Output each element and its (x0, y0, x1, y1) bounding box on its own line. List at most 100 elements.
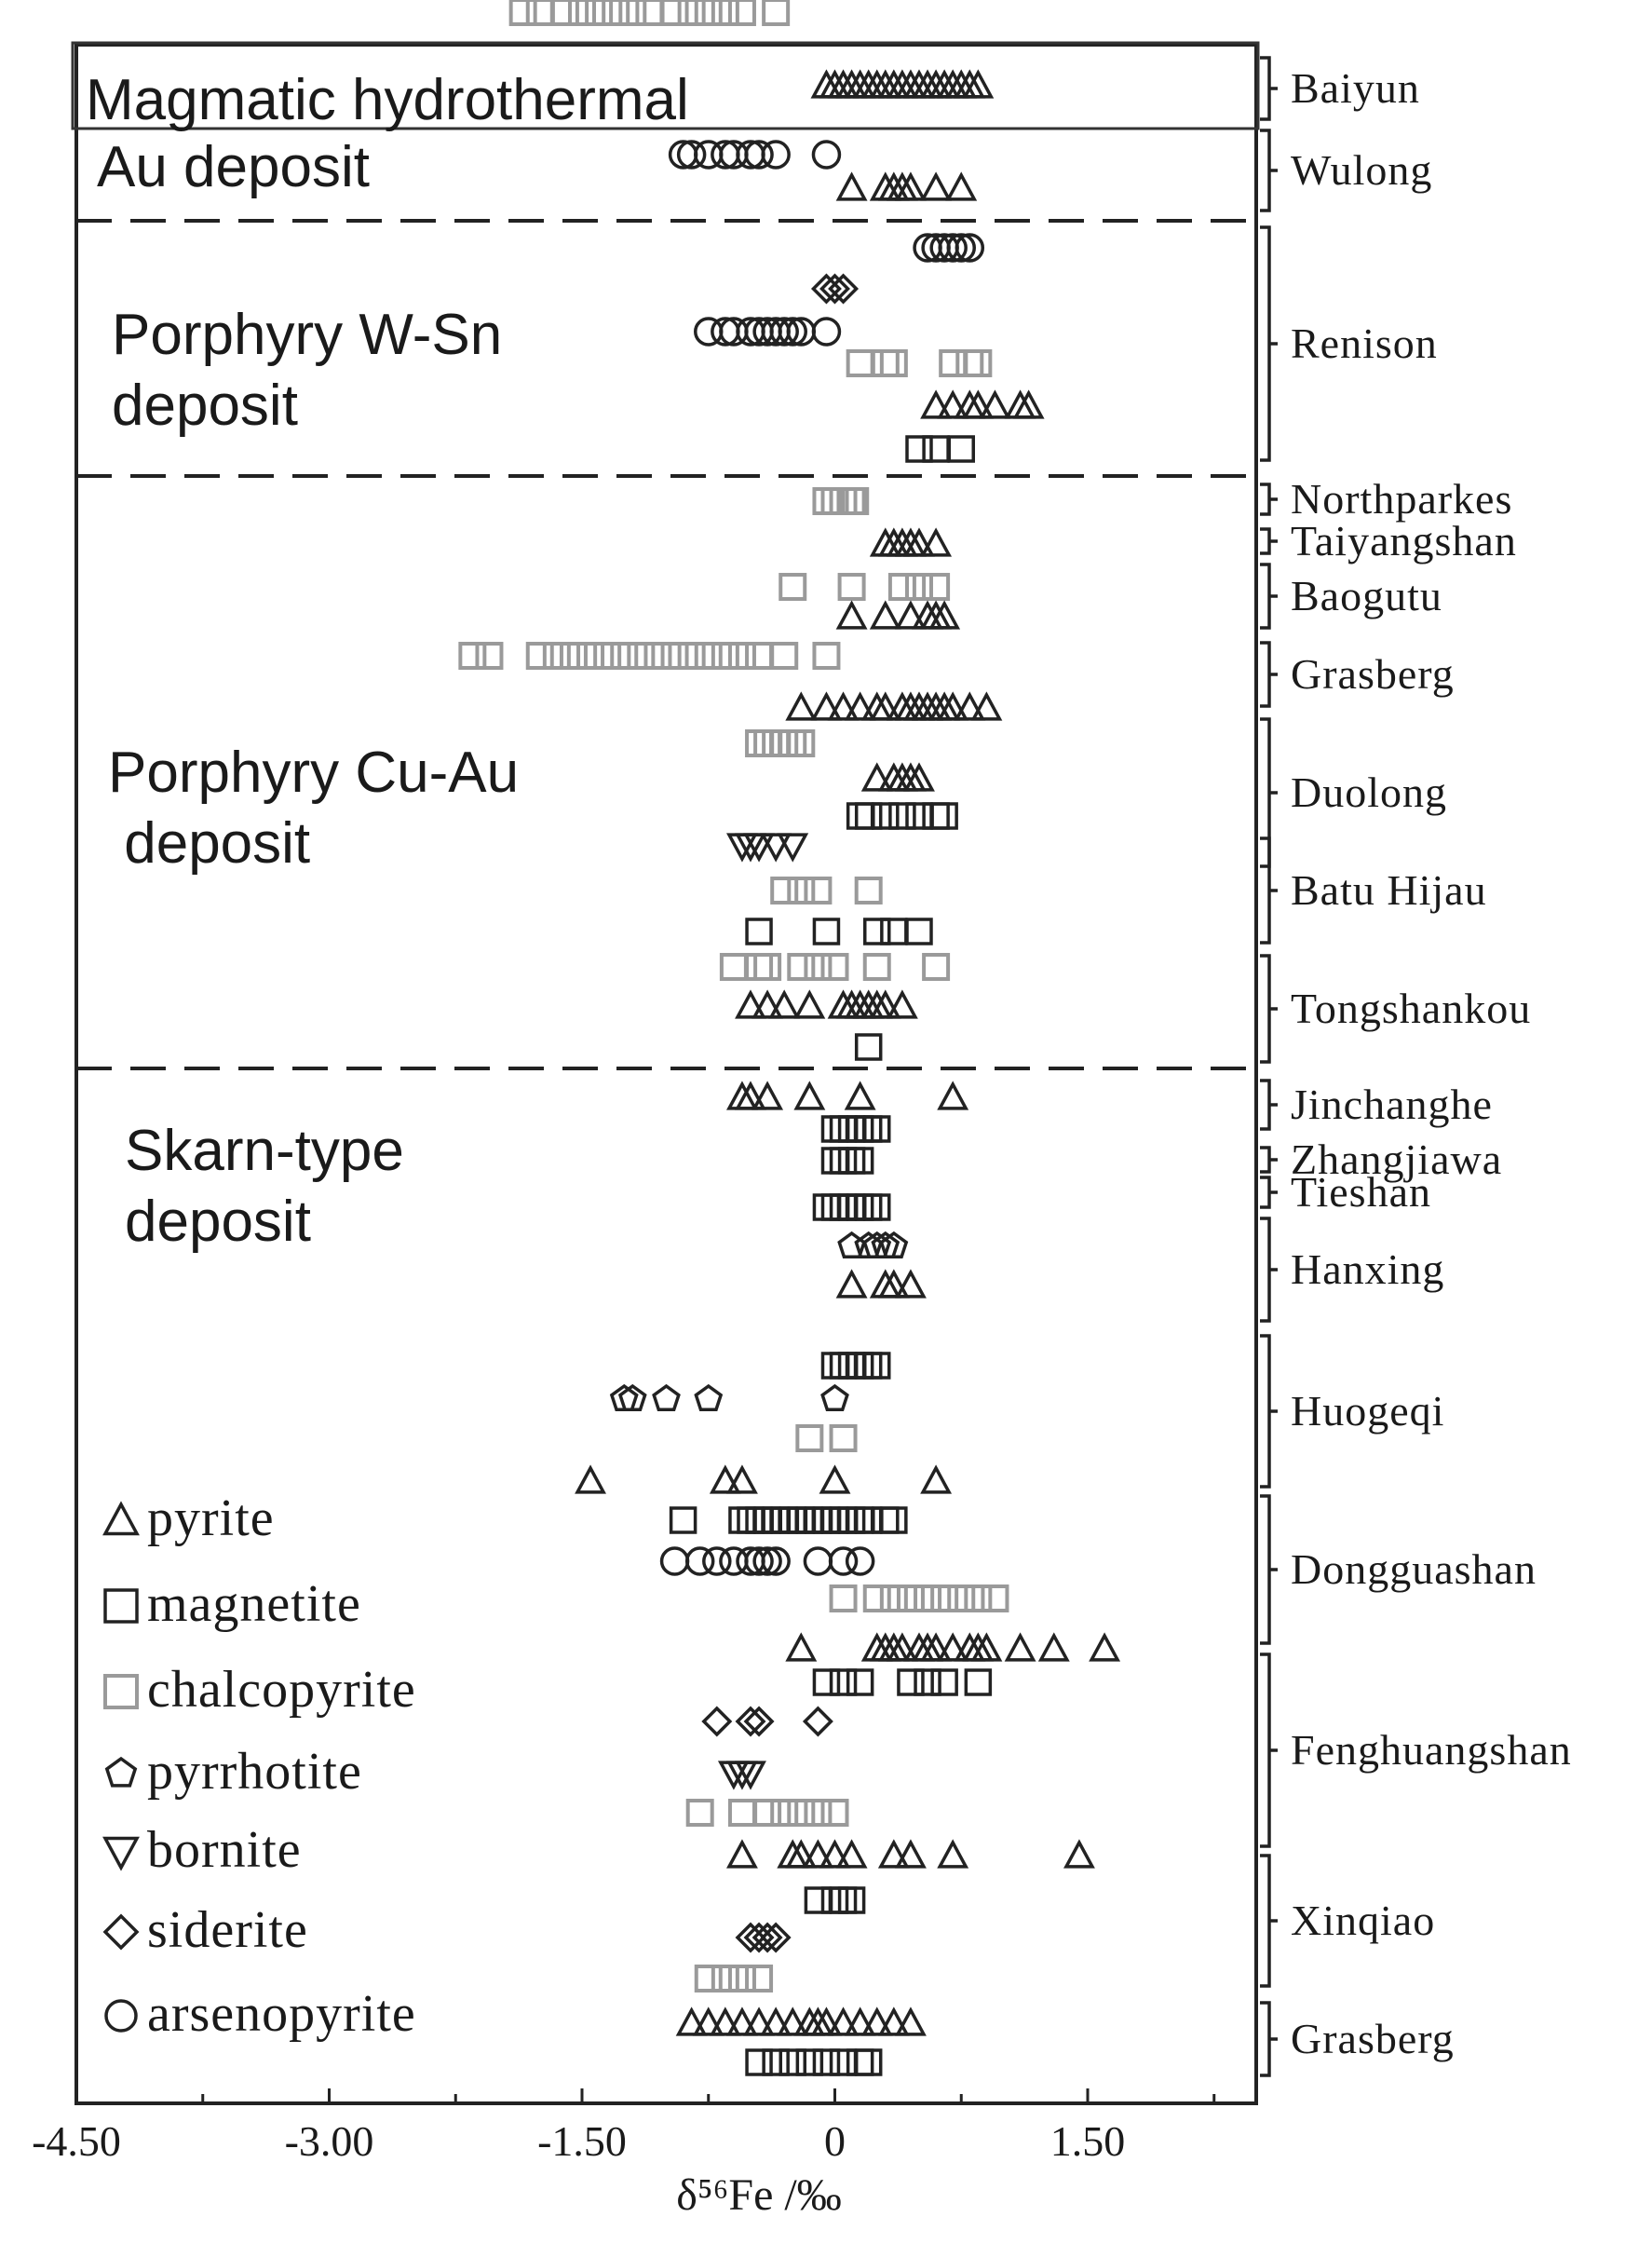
data-point-magnetite-27-1 (820, 1193, 849, 1221)
data-point-chalcopyrite-36-6 (947, 1584, 976, 1612)
data-point-magnetite-25-3 (846, 1115, 874, 1143)
data-point-chalcopyrite-13-2 (525, 642, 554, 670)
deposit-label-16: Fenghuangshan (1291, 1726, 1572, 1774)
data-point-magnetite-34-2 (737, 1506, 765, 1534)
data-point-magnetite-34-4 (753, 1506, 781, 1534)
bracket-11 (1260, 1146, 1278, 1174)
data-point-pyrite-46-9 (810, 2006, 843, 2036)
data-point-chalcopyrite-13-11 (677, 642, 706, 670)
data-point-bornite-18-3 (760, 833, 792, 863)
data-point-pyrite-46-5 (760, 2006, 792, 2036)
bracket-17 (1260, 1854, 1278, 1988)
data-point-magnetite-20-4 (905, 918, 933, 945)
data-point-arsenopyrite-1-7 (761, 140, 791, 170)
data-point-chalcopyrite-13-15 (745, 642, 774, 670)
data-point-chalcopyrite-21-6 (862, 953, 891, 981)
data-point-magnetite-25-1 (829, 1115, 858, 1143)
plot-frame (71, 41, 1260, 2105)
deposit-label-14: Huogeqi (1291, 1387, 1444, 1435)
data-point-chalcopyrite-13-12 (694, 642, 723, 670)
data-point-chalcopyrite-45-0 (694, 1965, 723, 1992)
data-point-magnetite-34-6 (770, 1506, 798, 1534)
data-point-arsenopyrite-35-6 (752, 1546, 782, 1576)
data-point-chalcopyrite-13-1 (475, 642, 504, 670)
x-tick-label-4: 1.50 (1050, 2117, 1126, 2165)
bracket-2 (1260, 225, 1278, 462)
data-point-magnetite-30-3 (846, 1352, 874, 1380)
data-point-magnetite-34-9 (795, 1506, 824, 1534)
group-label-cuau-line2: deposit (108, 811, 310, 876)
data-point-chalcopyrite-15-4 (779, 729, 807, 757)
data-point-pyrite-33-2 (726, 1464, 758, 1494)
data-point-pyrite-42-7 (895, 1839, 927, 1869)
data-point-chalcopyrite-13-9 (643, 642, 672, 670)
data-point-chalcopyrite-41-4 (787, 1799, 816, 1827)
bracket-14 (1260, 1334, 1278, 1489)
data-point-pyrrhotite-31-1 (617, 1383, 647, 1412)
data-point-chalcopyrite-15-3 (770, 729, 799, 757)
legend-label-arsenopyrite: arsenopyrite (147, 1985, 416, 2043)
data-point-chalcopyrite-48-7 (635, 0, 664, 26)
data-point-pyrite-7-3 (962, 389, 995, 419)
data-point-pyrite-22-0 (735, 989, 766, 1019)
data-point-magnetite-26-3 (846, 1147, 874, 1175)
data-point-pyrite-46-2 (709, 2006, 741, 2036)
data-point-pyrite-24-1 (735, 1081, 766, 1110)
data-point-chalcopyrite-41-1 (727, 1799, 756, 1827)
data-point-pyrite-14-13 (954, 691, 986, 721)
data-point-pyrrhotite-31-3 (694, 1383, 724, 1412)
data-point-magnetite-34-15 (846, 1506, 874, 1534)
data-point-pyrite-14-5 (869, 691, 901, 721)
x-axis-title: δ⁵⁶Fe /‰ (676, 2170, 841, 2220)
x-tick-label-3: 0 (824, 2117, 846, 2165)
data-point-pyrite-22-3 (793, 989, 826, 1019)
data-point-magnetite-20-1 (812, 918, 841, 945)
data-point-chalcopyrite-6-5 (964, 349, 993, 377)
legend: pyrite magnetite chalcopyrite pyrrhotite bor… (102, 1489, 416, 2043)
bracket-7 (1260, 717, 1278, 868)
data-point-pyrite-33-4 (920, 1464, 953, 1494)
data-point-pyrite-42-5 (835, 1839, 868, 1869)
data-point-chalcopyrite-6-0 (846, 349, 874, 377)
data-point-pyrrhotite-31-2 (652, 1383, 681, 1412)
data-point-magnetite-43-3 (837, 1886, 866, 1914)
deposit-label-10: Jinchanghe (1291, 1081, 1493, 1128)
data-point-magnetite-26-0 (820, 1147, 849, 1175)
data-point-magnetite-43-2 (829, 1886, 858, 1914)
data-point-chalcopyrite-41-2 (753, 1799, 782, 1827)
data-point-pyrite-16-0 (860, 762, 893, 792)
legend-label-pyrite: pyrite (147, 1489, 275, 1547)
data-point-magnetite-34-12 (820, 1506, 849, 1534)
data-point-pyrite-46-1 (692, 2006, 724, 2036)
data-point-siderite-44-2 (752, 1922, 783, 1953)
data-point-magnetite-38-2 (846, 1668, 874, 1696)
data-point-magnetite-27-4 (846, 1193, 874, 1221)
deposit-label-13: Hanxing (1291, 1245, 1444, 1293)
deposit-label-1: Wulong (1291, 146, 1432, 194)
data-point-chalcopyrite-36-8 (981, 1584, 1009, 1612)
data-point-pyrrhotite-28-4 (879, 1231, 909, 1259)
data-point-chalcopyrite-45-2 (727, 1965, 756, 1992)
data-point-siderite-44-3 (760, 1922, 792, 1953)
data-point-pyrite-24-3 (793, 1081, 826, 1110)
data-point-chalcopyrite-36-4 (914, 1584, 942, 1612)
data-point-magnetite-34-11 (812, 1506, 841, 1534)
data-point-pyrite-14-12 (937, 691, 969, 721)
data-point-chalcopyrite-48-8 (660, 0, 689, 26)
data-point-magnetite-38-4 (914, 1668, 941, 1696)
data-point-arsenopyrite-35-8 (803, 1546, 833, 1576)
data-point-chalcopyrite-48-1 (525, 0, 554, 26)
deposit-label-17: Xinqiao (1291, 1897, 1435, 1944)
data-point-chalcopyrite-13-5 (576, 642, 605, 670)
data-point-pyrite-14-1 (810, 691, 843, 721)
data-point-chalcopyrite-19-2 (804, 877, 833, 904)
data-point-arsenopyrite-5-7 (769, 317, 799, 347)
data-point-pyrite-46-11 (844, 2006, 876, 2036)
data-point-pyrite-10-4 (903, 527, 935, 557)
data-point-pyrite-22-2 (768, 989, 801, 1019)
data-point-pyrite-37-12 (1004, 1632, 1036, 1662)
data-point-magnetite-38-5 (930, 1668, 958, 1696)
bracket-4 (1260, 527, 1278, 555)
data-point-chalcopyrite-19-1 (787, 877, 816, 904)
data-point-magnetite-34-0 (669, 1506, 697, 1534)
